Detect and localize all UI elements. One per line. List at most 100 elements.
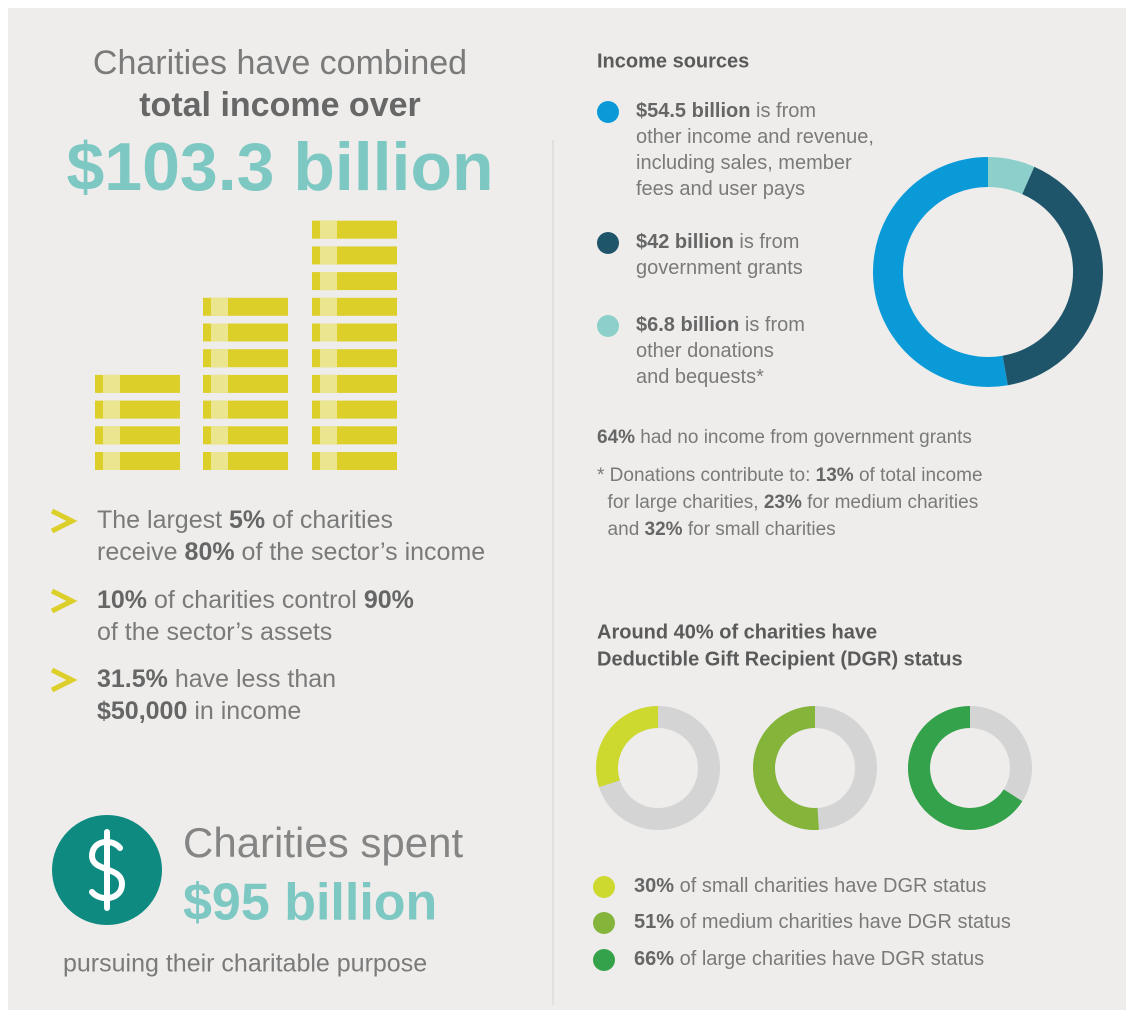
legend-desc: is from xyxy=(739,314,805,336)
text-span: for medium charities xyxy=(802,492,978,513)
text-span: * Donations contribute to: xyxy=(597,465,816,486)
legend-desc: is from xyxy=(734,231,800,253)
text-span: for large charities, xyxy=(597,492,764,513)
coin-shine xyxy=(320,426,337,445)
legend-text: 66% of large charities have DGR status xyxy=(634,948,984,970)
coin-shine xyxy=(211,452,228,470)
text-span: of charities control xyxy=(147,586,364,614)
legend-text: 51% of medium charities have DGR status xyxy=(634,911,1011,933)
section-title: Around 40% of charities have xyxy=(597,621,877,643)
legend-text: including sales, member xyxy=(636,152,852,174)
legend-dot xyxy=(597,101,619,123)
fact-line: 31.5% have less than xyxy=(97,665,336,693)
bold-text: 13% xyxy=(816,465,854,486)
coin-shine xyxy=(103,426,120,445)
headline-amount: $103.3 billion xyxy=(66,129,493,205)
coin-shine xyxy=(320,400,337,419)
legend-value: $42 billion xyxy=(636,231,734,253)
coin-shine xyxy=(211,323,228,342)
donut-segment xyxy=(596,706,659,788)
fact-line: $50,000 in income xyxy=(97,697,301,725)
bold-text: 31.5% xyxy=(97,665,168,693)
fact-line: of the sector’s assets xyxy=(97,618,332,646)
bullet-chevron xyxy=(50,508,78,534)
donut-segment xyxy=(908,706,1023,830)
legend-text: other income and revenue, xyxy=(636,126,874,148)
legend-text: fees and user pays xyxy=(636,178,805,200)
legend-value: 30% xyxy=(634,875,674,897)
dollar-glyph xyxy=(88,829,126,911)
text-span: of the sector’s assets xyxy=(97,618,332,646)
text-span: and xyxy=(597,519,645,540)
donut-segment xyxy=(987,157,1035,195)
legend-desc: of small charities have DGR status xyxy=(674,875,986,897)
text-span: of charities xyxy=(265,506,393,534)
footnote-line: for large charities, 23% for medium char… xyxy=(597,492,978,513)
coin-shine xyxy=(211,400,228,419)
text-span: have less than xyxy=(168,665,336,693)
legend-dot xyxy=(593,912,615,934)
legend-value: 66% xyxy=(634,948,674,970)
coin-stacks xyxy=(95,220,397,470)
coin-shine xyxy=(320,272,337,291)
income-chart: $54.5 billion is from other income and re… xyxy=(597,100,1103,540)
fact-line: 10% of charities control 90% xyxy=(97,586,414,614)
legend-text: $6.8 billion is from xyxy=(636,314,805,336)
coin-shine xyxy=(103,452,120,470)
facts: The largest 5% of charities receive 80% o… xyxy=(50,506,485,725)
headline-line: Charities have combined xyxy=(93,44,467,82)
text-span: The largest xyxy=(97,506,229,534)
spending-line: pursuing their charitable purpose xyxy=(63,950,427,978)
coin-shine xyxy=(211,426,228,445)
legend-desc: including sales, member xyxy=(636,152,852,174)
legend-text: and bequests* xyxy=(636,366,764,388)
bold-text: 90% xyxy=(364,586,414,614)
donut-segment xyxy=(1002,166,1103,386)
bold-text: 5% xyxy=(229,506,265,534)
text-span: for small charities xyxy=(683,519,836,540)
legend-text: $42 billion is from xyxy=(636,231,799,253)
bullet-chevron xyxy=(50,667,78,693)
legend-dot xyxy=(593,876,615,898)
coin-shine xyxy=(211,349,228,368)
coin-shine xyxy=(320,374,337,393)
bold-text: 10% xyxy=(97,586,147,614)
text-span: had no income from government grants xyxy=(635,427,972,448)
spending-line: Charities spent xyxy=(183,819,463,866)
legend-dot xyxy=(597,315,619,337)
bold-text: 80% xyxy=(185,538,235,566)
legend-text: other donations xyxy=(636,340,774,362)
legend-dot xyxy=(593,949,615,971)
legend-desc: is from xyxy=(750,100,816,122)
coin-shine xyxy=(103,400,120,419)
coin-shine xyxy=(320,246,337,265)
footnote-line: * Donations contribute to: 13% of total … xyxy=(597,465,983,486)
section-title: Deductible Gift Recipient (DGR) status xyxy=(597,648,963,670)
spending-amount: $95 billion xyxy=(183,874,437,932)
donut-segment xyxy=(873,157,1008,387)
legend-desc: other donations xyxy=(636,340,774,362)
bold-text: 23% xyxy=(764,492,802,513)
legend-value: $6.8 billion xyxy=(636,314,739,336)
note-line: 64% had no income from government grants xyxy=(597,427,972,448)
bold-text: 32% xyxy=(645,519,683,540)
text-span: in income xyxy=(187,697,301,725)
fact-line: The largest 5% of charities xyxy=(97,506,393,534)
legend-value: $54.5 billion xyxy=(636,100,750,122)
legend-desc: and bequests* xyxy=(636,366,764,388)
coin-shine xyxy=(103,374,120,393)
legend-desc: fees and user pays xyxy=(636,178,805,200)
legend-desc: government grants xyxy=(636,257,803,279)
coin-shine xyxy=(320,297,337,316)
coin-shine xyxy=(320,452,337,470)
legend-text: $54.5 billion is from xyxy=(636,100,816,122)
coin-shine xyxy=(211,374,228,393)
coin-shine xyxy=(320,323,337,342)
bold-text: $50,000 xyxy=(97,697,187,725)
footnote-line: and 32% for small charities xyxy=(597,519,836,540)
fact-line: receive 80% of the sector’s income xyxy=(97,538,485,566)
donut-segment xyxy=(753,706,819,830)
bullet-chevron xyxy=(50,588,78,614)
text-span: of the sector’s income xyxy=(235,538,486,566)
